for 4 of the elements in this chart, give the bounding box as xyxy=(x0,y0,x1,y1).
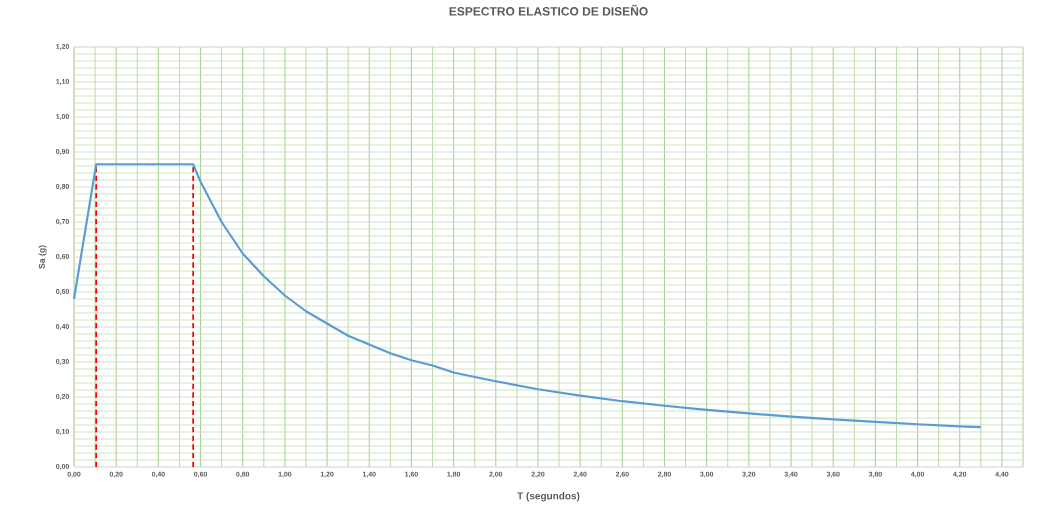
x-axis-title: T (segundos) xyxy=(517,492,580,502)
y-axis-title: Sa (g) xyxy=(38,245,47,269)
chart-title: ESPECTRO ELASTICO DE DISEÑO xyxy=(449,4,648,16)
line-series xyxy=(72,163,982,429)
